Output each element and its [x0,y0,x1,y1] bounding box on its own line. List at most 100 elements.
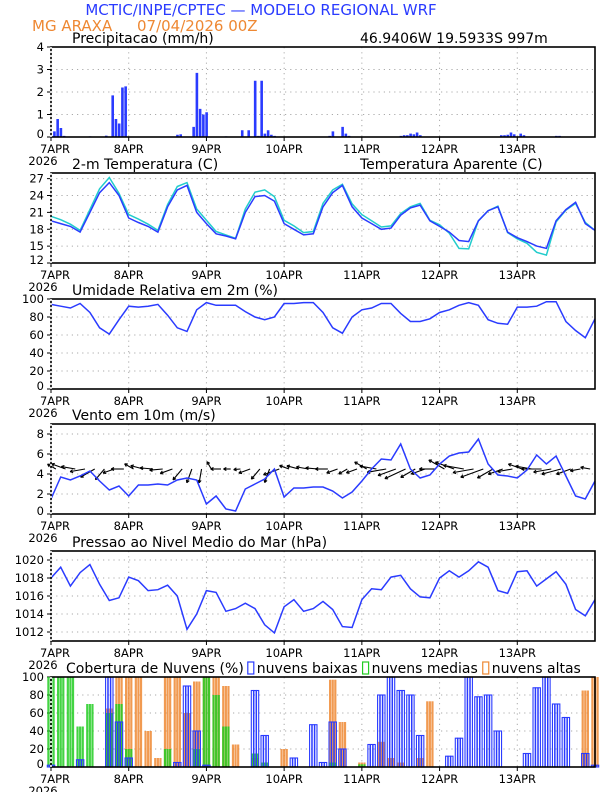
x-tick-label: 12APR [421,646,458,660]
cloud-bar-nuvens-baixas [474,696,478,768]
cloud-bar-nuvens-baixas [333,721,337,768]
cloud-bar-nuvens-altas [166,677,169,767]
precip-bar [266,130,270,137]
cloud-bar-nuvens-altas [397,762,400,767]
cloud-bar-nuvens-baixas [486,694,490,768]
cloud-bar-nuvens-baixas [447,755,451,768]
panel-title: Pressao ao Nivel Medio do Mar (hPa) [72,535,327,551]
wind-arrow-head [443,464,447,468]
precip-bar [412,134,416,137]
wind-arrow [359,465,377,470]
cloud-bar-nuvens-medias [261,762,264,767]
wind-arrow-head [210,468,214,472]
wind-arrow-head [264,480,268,483]
cloud-bar-nuvens-baixas [377,694,381,768]
x-tick-label: 9APR [191,142,221,156]
y-tick-label: 80 [29,688,44,702]
cloud-bar-nuvens-baixas [595,764,600,768]
wind-arrow-head [507,463,511,467]
x-tick-label: 11APR [343,772,380,786]
x-tick-label: 8APR [114,646,144,660]
precip-bar [409,133,412,137]
plot-frame [50,550,596,642]
panel-2: 020 40 60 80 100 7APR 8APR 9APR 10APR 11APR 12APR 1… [22,283,596,420]
wind-arrow-head [51,463,55,467]
wind-arrow-head [541,473,545,476]
y-tick-label: 1012 [15,625,44,639]
cloud-bar-nuvens-altas [399,762,402,767]
legend-swatch-nuvens-baixas [247,661,255,675]
cloud-bar-nuvens-baixas [586,752,590,768]
x-tick-label: 13APR [499,772,536,786]
cloud-bar-nuvens-medias [91,704,94,767]
precip-bar [253,80,257,137]
cloud-bar-nuvens-baixas [124,757,128,768]
cloud-bar-nuvens-baixas [479,696,483,768]
cloud-bar-nuvens-medias [205,677,208,767]
wind-arrow-head [419,468,423,472]
precip-bar [506,134,510,137]
cloud-bar-nuvens-altas [195,681,198,767]
cloud-bar-nuvens-altas [149,731,152,767]
x-tick-label: 9APR [191,519,221,533]
x-tick-label: 7APR [40,394,70,408]
series-line [50,437,596,512]
wind-arrow-head [233,469,237,472]
cloud-bar-nuvens-medias [193,749,196,767]
x-tick-label: 7APR [40,142,70,156]
cloud-bar-nuvens-baixas [185,685,189,768]
precip-bar [415,132,419,137]
cloud-bar-nuvens-medias [251,753,254,767]
cloud-bar-nuvens-altas [380,741,383,767]
cloud-bar-nuvens-baixas [445,755,449,768]
wind-arrow-head [279,465,283,469]
cloud-bar-nuvens-altas [188,713,191,767]
cloud-bar-nuvens-altas [331,679,334,767]
cloud-bar-nuvens-baixas [75,759,80,768]
cloud-bar-nuvens-baixas [469,676,473,768]
wind-arrow-head [296,466,300,470]
cloud-bar-nuvens-medias [57,677,60,767]
cloud-bar-nuvens-medias [117,704,121,767]
precip-bar [195,72,199,137]
cloud-bar-nuvens-baixas [411,694,415,768]
y-tick-label: 20 [29,742,44,756]
cloud-bar-nuvens-baixas [338,748,342,768]
cloud-bar-nuvens-baixas [379,694,383,768]
x-tick-label: 9APR [191,394,221,408]
wind-arrow-head [521,468,525,472]
cloud-bar-nuvens-baixas [110,676,114,768]
cloud-bar-nuvens-baixas [418,734,422,768]
cloud-bar-nuvens-medias [47,677,50,767]
cloud-bar-nuvens-medias [215,695,218,767]
wind-arrow-head [570,470,574,473]
cloud-bar-nuvens-altas [127,677,130,767]
wind-arrow [346,468,358,474]
cloud-bar-nuvens-baixas [581,752,585,768]
y-tick-label: 21 [29,205,44,219]
x-tick-label: 8APR [114,772,144,786]
wind-arrow-head [47,463,50,468]
cloud-bar-nuvens-baixas [389,676,393,768]
cloud-bar-nuvens-medias [81,726,84,767]
plot-frame [50,172,596,264]
y-tick-label: 0 [37,127,44,141]
header-station: MG ARAXA [32,17,113,35]
panel-title: Cobertura de Nuvens (%) [66,661,244,677]
cloud-bar-nuvens-altas [426,701,429,767]
cloud-bar-nuvens-baixas [454,737,459,768]
cloud-bar-nuvens-altas [231,744,235,767]
panel-title: Precipitacao (mm/h) [72,31,214,47]
cloud-bar-nuvens-altas [329,679,332,767]
cloud-bar-nuvens-baixas [467,676,471,768]
cloud-bar-nuvens-altas [234,744,237,767]
precip-bar [260,80,263,137]
precip-bar [509,132,513,137]
y-tick-label: 0 [37,379,44,393]
cloud-bar-nuvens-altas [382,741,385,767]
precip-bar [176,134,179,137]
precip-bar [341,126,344,137]
cloud-bar-nuvens-medias [195,749,198,767]
cloud-bar-nuvens-baixas [292,757,296,768]
